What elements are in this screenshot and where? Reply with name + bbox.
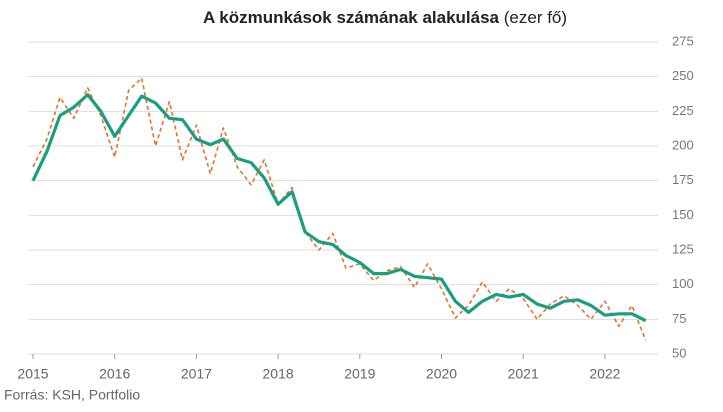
y-tick-label: 250 (672, 68, 694, 83)
x-tick-label: 2022 (589, 366, 620, 382)
y-tick-label: 125 (672, 241, 694, 256)
series-line (32, 77, 647, 341)
x-tick-label: 2019 (344, 366, 375, 382)
x-tick-label: 2016 (99, 366, 130, 382)
x-tick-label: 2015 (17, 366, 48, 382)
y-tick-label: 150 (672, 207, 694, 222)
x-tick-label: 2018 (263, 366, 294, 382)
x-tick-label: 2021 (508, 366, 539, 382)
y-tick-label: 225 (672, 103, 694, 118)
x-tick-label: 2020 (426, 366, 457, 382)
y-tick-label: 175 (672, 172, 694, 187)
chart-title: A közmunkások számának alakulása (ezer f… (203, 8, 567, 27)
y-tick-label: 100 (672, 276, 694, 291)
y-tick-label: 75 (672, 311, 686, 326)
y-tick-label: 50 (672, 345, 686, 360)
series-line (31, 93, 647, 323)
x-tick-label: 2017 (181, 366, 212, 382)
title-main: A közmunkások számának alakulása (203, 8, 500, 27)
y-tick-label: 275 (672, 33, 694, 48)
y-tick-label: 200 (672, 137, 694, 152)
source: Forrás: KSH, Portfolio (4, 387, 140, 403)
title-unit: (ezer fő) (504, 8, 567, 27)
